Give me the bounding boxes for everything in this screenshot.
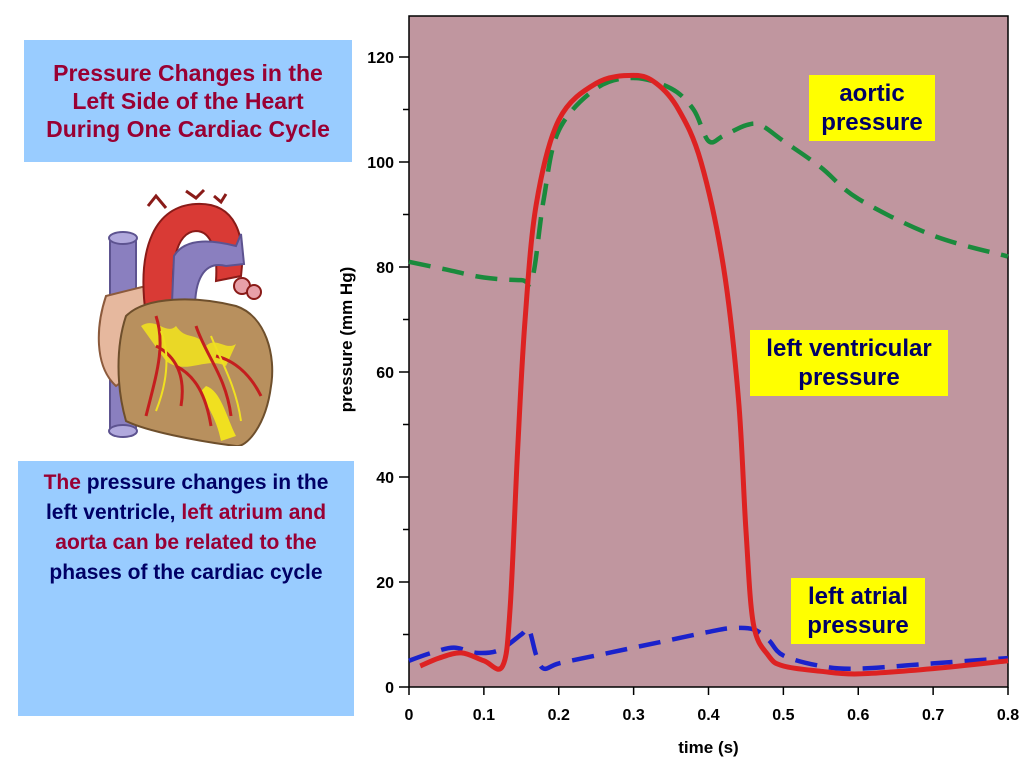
y-tick-label: 40 — [376, 470, 394, 487]
x-axis: 0 0.1 0.2 0.3 0.4 0.5 0.6 0.7 0.8 — [405, 687, 1019, 724]
x-tick-label: 0.7 — [922, 707, 944, 724]
atrial-label-line1: left atrial — [807, 583, 909, 610]
y-tick-label: 120 — [367, 50, 394, 67]
aortic-pressure-label: aortic pressure — [809, 75, 935, 141]
x-tick-label: 0.4 — [697, 707, 719, 724]
heart-illustration-icon — [97, 188, 274, 446]
y-tick-label: 0 — [385, 680, 394, 697]
atrial-pressure-label: left atrial pressure — [791, 578, 925, 644]
ventricular-label-line2: pressure — [798, 364, 900, 391]
description-part2: pressure changes in the left ventricle, — [45, 471, 329, 524]
x-tick-label: 0 — [405, 707, 414, 724]
description-part1: The — [43, 471, 81, 494]
left-atrial-pressure-line — [408, 625, 1009, 672]
description-box: The pressure changes in the left ventric… — [18, 461, 354, 716]
description-part4: phases of the cardiac cycle — [49, 561, 323, 584]
x-tick-label: 0.1 — [473, 707, 495, 724]
left-ventricular-pressure-line — [419, 72, 1009, 677]
y-axis: 0 20 40 60 80 100 120 — [367, 50, 409, 697]
chart-title-box: Pressure Changes in the Left Side of the… — [24, 40, 352, 162]
description-part3: left atrium and aorta can be related to … — [55, 501, 327, 554]
aortic-pressure-line — [408, 75, 1009, 287]
x-axis-label: time (s) — [678, 738, 738, 757]
x-tick-label: 0.5 — [772, 707, 794, 724]
atrial-label-line2: pressure — [807, 612, 909, 639]
x-tick-label: 0.3 — [623, 707, 645, 724]
y-tick-label: 20 — [376, 575, 394, 592]
aortic-label-line2: pressure — [821, 109, 923, 136]
y-axis-label: pressure (mm Hg) — [337, 267, 356, 412]
ventricular-label-line1: left ventricular — [766, 335, 932, 362]
y-tick-label: 60 — [376, 365, 394, 382]
chart-title: Pressure Changes in the Left Side of the… — [46, 60, 330, 142]
x-tick-label: 0.6 — [847, 707, 869, 724]
series-layer — [408, 72, 1009, 677]
x-tick-label: 0.8 — [997, 707, 1019, 724]
x-tick-label: 0.2 — [548, 707, 570, 724]
aortic-label-line1: aortic — [839, 80, 905, 107]
y-tick-label: 100 — [367, 155, 394, 172]
y-tick-label: 80 — [376, 260, 394, 277]
ventricular-pressure-label: left ventricular pressure — [750, 330, 948, 396]
